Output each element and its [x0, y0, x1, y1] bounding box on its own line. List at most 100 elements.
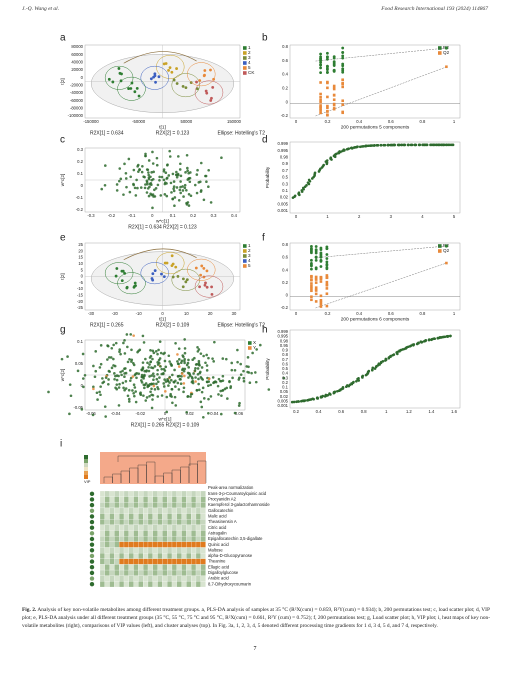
variable-point	[124, 367, 127, 370]
variable-point	[165, 395, 169, 399]
variable-point	[80, 408, 84, 411]
x-tick-label: 0.04	[210, 411, 219, 416]
variable-point	[147, 365, 150, 369]
q2-point	[445, 261, 448, 265]
variable-point	[81, 352, 85, 356]
legend-swatch	[243, 51, 247, 55]
quantile-point	[449, 334, 452, 338]
r2-point	[319, 254, 323, 258]
sample-point	[171, 262, 175, 266]
heat-cell	[123, 536, 129, 542]
group-ellipse	[140, 65, 169, 90]
variable-point	[205, 353, 208, 357]
heat-cell	[147, 507, 153, 514]
stat-note: R2X[1] = 0.634 R2X[2] = 0.123	[128, 224, 197, 230]
q2-point	[332, 86, 336, 89]
q2-point	[319, 276, 323, 279]
r2-point	[314, 249, 318, 253]
q2-point	[319, 302, 323, 306]
variable-point	[160, 367, 164, 371]
heat-cell	[133, 541, 139, 548]
quantile-point	[446, 334, 450, 338]
variable-point	[183, 351, 187, 355]
variable-point	[174, 404, 178, 407]
x-tick-label: 5	[453, 214, 456, 219]
variable-point	[167, 174, 171, 177]
r2-point	[325, 260, 329, 264]
y-tick-label: 0.001	[278, 208, 289, 213]
y-tick-label: 0.4	[282, 72, 288, 77]
heat-cell	[195, 502, 201, 509]
heat-cell	[147, 558, 153, 565]
heat-cell	[114, 530, 120, 537]
q2-point	[310, 287, 313, 290]
q2-point	[325, 304, 329, 308]
q2-point	[314, 292, 318, 296]
heat-cell	[109, 575, 115, 582]
heat-cell	[133, 507, 139, 514]
variable-point	[233, 411, 237, 415]
heat-cell	[104, 496, 110, 503]
variable-point	[196, 350, 200, 353]
variable-point	[199, 352, 203, 355]
variable-point	[178, 188, 182, 192]
heat-cell	[176, 536, 182, 542]
q2-point	[319, 109, 322, 112]
heat-cell	[119, 513, 125, 520]
variable-point	[211, 357, 214, 360]
heat-cell	[171, 524, 177, 531]
variable-point	[196, 345, 199, 349]
y-tick-label: 0	[81, 274, 84, 279]
sample-point	[176, 275, 180, 278]
quantile-point	[367, 369, 371, 373]
heat-cell	[157, 519, 163, 525]
variable-point	[66, 355, 69, 358]
heat-cell	[152, 519, 158, 525]
variable-point	[192, 372, 195, 375]
heat-cell	[104, 524, 110, 531]
variable-point	[168, 149, 171, 153]
page-number: 7	[253, 646, 257, 652]
x-tick-label: -0.02	[136, 411, 146, 416]
metabolite-name: Gallocatechin	[208, 508, 234, 513]
r2-point	[310, 264, 313, 268]
q2-point	[341, 103, 344, 106]
variable-point	[259, 343, 262, 347]
variable-point	[198, 371, 202, 375]
quantile-point	[356, 145, 359, 148]
q2-point	[319, 100, 322, 104]
heat-cell	[167, 490, 173, 497]
y-tick-label: 0	[81, 383, 84, 388]
variable-point	[250, 371, 253, 375]
heat-cell	[104, 581, 110, 588]
sample-point	[203, 73, 206, 77]
r2-point	[319, 71, 322, 74]
r2-point	[319, 52, 322, 56]
vip-dot	[89, 559, 95, 564]
heat-cell	[186, 558, 192, 565]
heat-cell	[147, 519, 153, 525]
heat-cell	[128, 569, 134, 576]
r2-point	[314, 251, 318, 255]
variable-point	[158, 357, 162, 360]
variable-point	[171, 172, 175, 176]
variable-point	[109, 356, 113, 359]
x-tick-label: 0.8	[419, 119, 425, 124]
variable-point	[189, 194, 193, 198]
heat-cell	[167, 553, 173, 559]
heat-cell	[109, 490, 115, 497]
x-tick-label: 1	[453, 311, 456, 316]
quantile-point	[399, 143, 403, 147]
heat-cell	[195, 496, 201, 503]
variable-point	[193, 369, 197, 372]
variable-point	[200, 390, 204, 394]
variable-point	[212, 381, 215, 385]
quantile-point	[389, 354, 392, 358]
variable-point	[156, 368, 159, 372]
y-tick-label: 0.995	[278, 334, 289, 339]
q2-point	[314, 281, 318, 284]
variable-point	[151, 206, 154, 210]
panel-label: f	[262, 233, 265, 244]
x-tick-label: 0.06	[235, 411, 244, 416]
heat-cell	[186, 524, 192, 531]
